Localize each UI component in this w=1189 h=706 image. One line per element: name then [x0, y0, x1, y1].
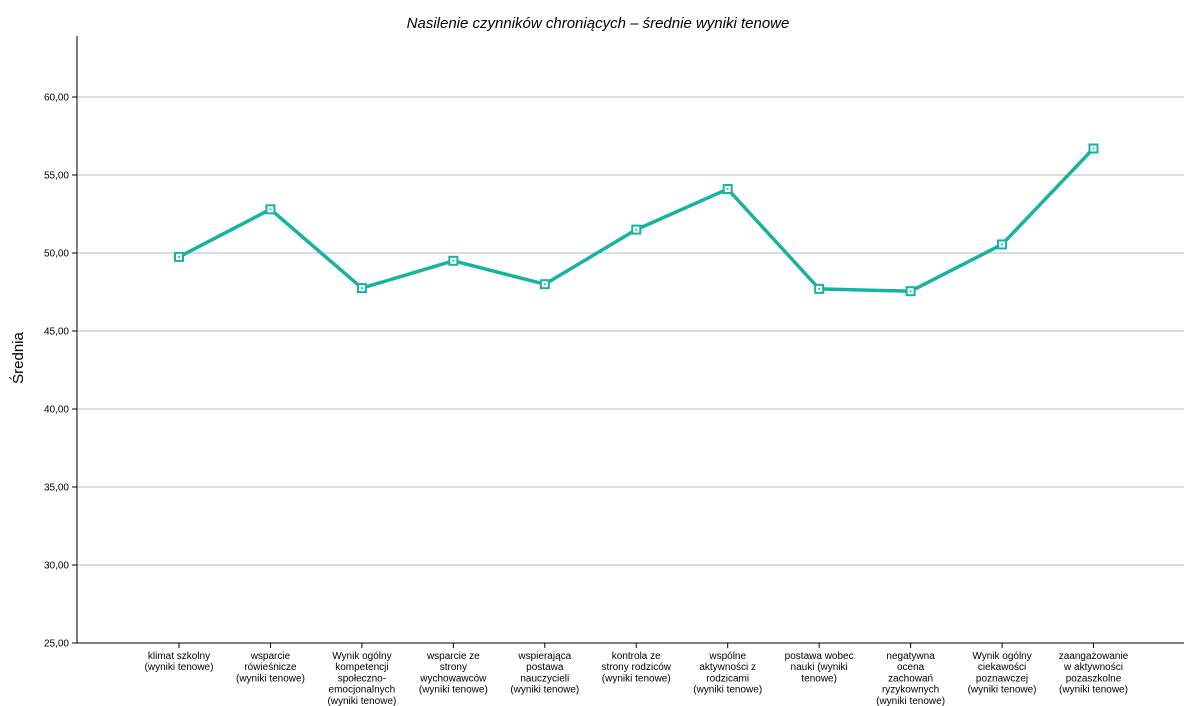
x-tick-label-line: (wyniki tenowe) — [968, 685, 1037, 696]
x-tick-label-line: ryzykownych — [882, 685, 939, 696]
x-tick-label: zaangażowanie w aktywności pozaszkolne (wyn… — [1059, 651, 1129, 696]
chart-title: Nasilenie czynników chroniących – średni… — [407, 15, 790, 32]
x-tick-label-line: społeczno- — [338, 673, 386, 684]
x-tick-label-line: rówieśnicze — [244, 662, 297, 673]
x-tick-label: wsparcie ze strony wychowawców (wyniki teno… — [419, 651, 488, 696]
data-point-center — [269, 208, 272, 211]
data-point-center — [543, 283, 546, 286]
data-point-center — [909, 290, 912, 293]
x-tick-label-line: wsparcie — [250, 651, 291, 662]
x-tick-label-line: kontrola ze — [612, 651, 661, 662]
x-tick-label-line: rodzicami — [706, 673, 749, 684]
y-tick-label: 55,00 — [44, 171, 69, 182]
x-tick-label-line: ocena — [897, 662, 925, 673]
x-tick-label-line: (wyniki tenowe) — [1059, 685, 1128, 696]
x-tick-label-line: strony — [440, 662, 467, 673]
data-point-center — [1001, 243, 1004, 246]
y-tick-label: 35,00 — [44, 483, 69, 494]
y-tick-label: 40,00 — [44, 405, 69, 416]
x-tick-label: klimat szkolny (wyniki tenowe) — [145, 651, 214, 673]
axes — [76, 36, 1184, 644]
x-tick-label: Wynik ogólny ciekawości poznawczej (wyniki … — [968, 651, 1037, 696]
x-tick-label-line: (wyniki tenowe) — [602, 673, 671, 684]
x-tick-label-line: (wyniki tenowe) — [876, 696, 945, 706]
x-axis-ticks: klimat szkolny (wyniki tenowe)wsparcie rów… — [145, 643, 1129, 706]
x-tick-label-line: wspierająca — [517, 651, 571, 662]
x-tick-label: wsparcie rówieśnicze (wyniki tenowe) — [236, 651, 305, 684]
y-axis-label: Średnia — [9, 331, 27, 383]
series-line — [178, 147, 1095, 293]
data-point-center — [178, 255, 180, 258]
data-point-center — [635, 228, 638, 231]
data-point-center — [452, 259, 455, 262]
x-tick-label-line: postawa — [526, 662, 564, 673]
x-tick-label: wspierająca postawa nauczycieli (wyniki ten… — [510, 651, 579, 696]
data-point-center — [818, 287, 821, 290]
x-tick-label-line: nauki (wyniki — [791, 662, 848, 673]
data-point-center — [1092, 147, 1095, 150]
x-tick-label-line: klimat szkolny — [148, 651, 210, 662]
x-tick-label-line: (wyniki tenowe) — [327, 696, 396, 706]
y-tick-label: 30,00 — [44, 561, 69, 572]
x-tick-label-line: nauczycieli — [520, 673, 569, 684]
x-tick-label: wspólne aktywności z rodzicami (wyniki teno… — [693, 651, 762, 696]
gridlines — [77, 96, 1184, 566]
x-tick-label-line: Wynik ogólny — [332, 651, 391, 662]
data-point-center — [726, 188, 729, 191]
x-tick-label-line: tenowe) — [801, 673, 837, 684]
x-tick-label-line: aktywności z — [699, 662, 756, 673]
y-tick-label: 50,00 — [44, 249, 69, 260]
x-tick-label-line: wspólne — [708, 651, 746, 662]
x-tick-label-line: zaangażowanie — [1059, 651, 1129, 662]
x-tick-label-line: Wynik ogólny — [972, 651, 1031, 662]
x-tick-label: postawa wobec nauki (wyniki tenowe) — [785, 651, 854, 684]
y-tick-label: 25,00 — [44, 639, 69, 650]
x-tick-label-line: wsparcie ze — [426, 651, 480, 662]
x-tick-label-line: emocjonalnych — [329, 685, 396, 696]
x-tick-label-line: kompetencji — [335, 662, 388, 673]
data-point-center — [360, 287, 363, 290]
x-tick-label-line: (wyniki tenowe) — [510, 685, 579, 696]
x-tick-label: negatywna ocena zachowań ryzykownych (wyniki… — [876, 651, 945, 706]
x-tick-label: Wynik ogólny kompetencji społeczno-emocjon… — [327, 651, 396, 706]
x-tick-label-line: postawa wobec — [785, 651, 854, 662]
y-tick-label: 60,00 — [44, 93, 69, 104]
x-tick-label-line: (wyniki tenowe) — [419, 685, 488, 696]
x-tick-label-line: (wyniki tenowe) — [236, 673, 305, 684]
x-tick-label-line: ciekawości — [978, 662, 1026, 673]
series-markers — [174, 143, 1099, 297]
y-axis-ticks: 25,00 30,00 35,00 40,00 45,00 50,00 55,00 60,00 — [44, 93, 77, 650]
x-tick-label-line: pozaszkolne — [1066, 673, 1122, 684]
x-tick-label-line: (wyniki tenowe) — [145, 662, 214, 673]
x-tick-label-line: w aktywności — [1063, 662, 1123, 673]
x-tick-label-line: negatywna — [886, 651, 935, 662]
x-tick-label-line: strony rodziców — [602, 662, 672, 673]
x-tick-label-line: poznawczej — [976, 673, 1028, 684]
x-tick-label-line: wychowawców — [419, 673, 487, 684]
x-tick-label-line: zachowań — [888, 673, 933, 684]
y-tick-label: 45,00 — [44, 327, 69, 338]
x-tick-label-line: (wyniki tenowe) — [693, 685, 762, 696]
x-tick-label: kontrola ze strony rodziców (wyniki tenowe… — [602, 651, 672, 684]
data-line — [178, 147, 1095, 293]
